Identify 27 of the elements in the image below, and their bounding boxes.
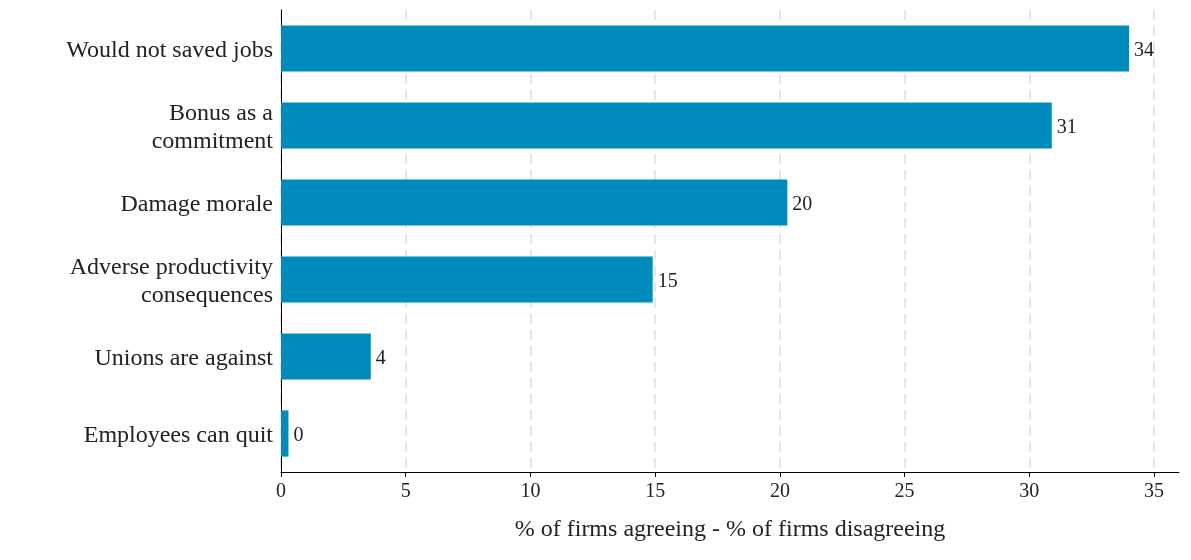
data-label: 34 [1134,37,1155,60]
x-tick-label: 5 [400,479,411,501]
bar [281,102,1052,149]
x-axis-title: % of firms agreeing - % of firms disagreeing [514,515,946,541]
y-tick-label: Would not saved jobs [66,35,273,62]
bar [281,410,289,457]
x-tick-label: 30 [1019,479,1040,501]
y-tick-label: Unions are against [94,343,274,370]
bar [281,256,653,303]
y-tick-label: Adverse productivity consequences [69,252,273,307]
bar [281,333,371,380]
x-tick-label: 25 [894,479,915,501]
data-label: 0 [293,422,304,445]
data-label: 31 [1056,114,1077,137]
x-tick-label: 0 [276,479,286,501]
data-label: 15 [657,268,678,291]
bar [281,25,1130,72]
x-tick-label: 20 [769,479,790,501]
x-tick-label: 35 [1144,479,1165,501]
data-label: 20 [792,191,813,214]
x-tick-label: 15 [645,479,666,501]
y-tick-label: Damage morale [120,189,273,216]
x-tick-label: 10 [520,479,541,501]
data-label: 4 [375,345,386,368]
bar [281,179,788,226]
y-tick-label: Employees can quit [83,420,274,447]
y-tick-label: Bonus as a commitment [151,98,274,153]
